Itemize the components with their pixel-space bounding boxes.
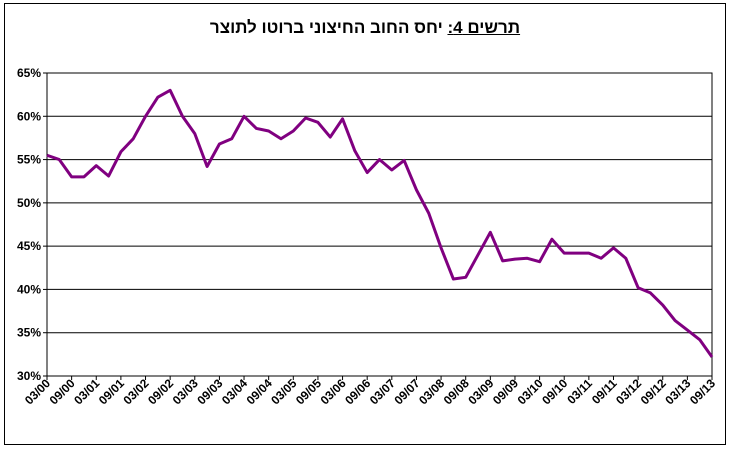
y-tick-label: 65% (17, 66, 41, 80)
x-tick-label: 03/12 (613, 376, 644, 407)
chart-title: תרשים 4: יחס החוב החיצוני ברוטו לתוצר (5, 18, 725, 38)
y-tick-label: 50% (17, 196, 41, 210)
x-tick-label: 09/00 (47, 376, 78, 407)
y-tick-label: 40% (17, 282, 41, 296)
x-tick-label: 09/09 (490, 376, 521, 407)
x-tick-label: 09/01 (96, 376, 127, 407)
x-tick-label: 03/07 (367, 376, 398, 407)
x-tick-label: 09/03 (194, 376, 225, 407)
x-tick-label: 03/11 (564, 376, 595, 407)
x-tick-label: 09/13 (687, 376, 718, 407)
x-tick-label: 03/08 (416, 376, 447, 407)
x-tick-label: 09/08 (441, 376, 472, 407)
x-tick-label: 03/05 (268, 376, 299, 407)
x-tick-label: 09/06 (342, 376, 373, 407)
x-tick-label: 03/02 (121, 376, 152, 407)
x-tick-label: 09/05 (293, 376, 324, 407)
chart-title-label: תרשים 4: (447, 18, 521, 37)
x-tick-label: 09/04 (244, 376, 275, 407)
gridlines (47, 115, 712, 334)
series (46, 88, 714, 358)
x-tick-label: 09/12 (638, 376, 669, 407)
x-tick-label: 09/10 (539, 376, 570, 407)
axes (43, 72, 713, 380)
x-tick-label: 03/03 (170, 376, 201, 407)
x-tick-label: 09/11 (589, 376, 620, 407)
y-tick-label: 35% (17, 326, 41, 340)
x-tick-label: 09/07 (391, 376, 422, 407)
y-tick-label: 60% (17, 109, 41, 123)
series-line (46, 88, 714, 358)
x-tick-label: 03/09 (465, 376, 496, 407)
chart-title-text: יחס החוב החיצוני ברוטו לתוצר (209, 18, 443, 37)
x-tick-label: 09/02 (145, 376, 176, 407)
chart-frame: תרשים 4: יחס החוב החיצוני ברוטו לתוצר (4, 3, 726, 445)
y-tick-label: 30% (17, 369, 41, 383)
y-tick-label: 45% (17, 239, 41, 253)
y-tick-label: 55% (17, 153, 41, 167)
x-tick-label: 03/10 (515, 376, 546, 407)
y-tick-labels: 30% 35% 40% 45% 50% 55% 60% 65% (17, 66, 41, 383)
x-tick-label: 03/13 (662, 376, 693, 407)
x-tick-labels: 03/0009/0003/0109/0103/0209/0203/0309/03… (22, 376, 718, 407)
x-tick-label: 03/01 (71, 376, 102, 407)
x-tick-label: 03/06 (318, 376, 349, 407)
x-tick-label: 03/04 (219, 376, 250, 407)
plot-area (46, 72, 713, 377)
